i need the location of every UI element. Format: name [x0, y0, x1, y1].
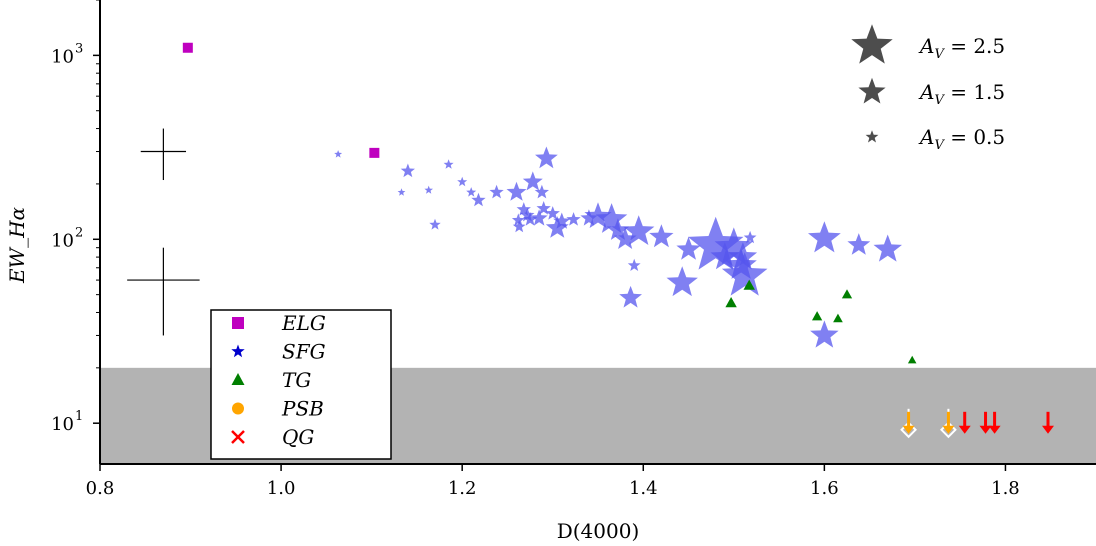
elg-point	[369, 147, 380, 158]
sfg-point	[535, 146, 558, 169]
x-tick-label: 1.0	[267, 478, 296, 499]
sfg-point	[810, 320, 839, 348]
data-layer	[182, 42, 1055, 439]
sfg-point	[545, 206, 560, 220]
sfg-point	[522, 171, 543, 191]
sfg-point	[424, 185, 433, 194]
sfg-point	[429, 218, 441, 230]
size-legend-label: AV = 2.5	[918, 34, 1005, 62]
sfg-point	[471, 192, 486, 207]
sfg-point	[523, 212, 538, 226]
sfg-point	[397, 188, 406, 196]
tg-point	[811, 311, 823, 321]
sfg-point	[520, 207, 535, 222]
x-tick-label: 1.8	[991, 478, 1020, 499]
sfg-point	[627, 258, 641, 271]
sfg-point	[873, 234, 902, 262]
sfg-point	[489, 184, 504, 199]
sfg-point	[512, 220, 526, 233]
sfg-point	[506, 181, 527, 201]
elg-point	[182, 42, 193, 53]
qg-upper-limit-arrow-head	[988, 425, 1001, 434]
sfg-point	[728, 242, 758, 270]
sfg-point	[443, 159, 454, 169]
sfg-point	[666, 266, 698, 297]
legend-marker-x	[231, 430, 245, 444]
sfg-point	[511, 213, 525, 226]
y-tick-exponent: 1	[75, 409, 83, 424]
qg-upper-limit-arrow-head	[1042, 425, 1055, 434]
legend-label: SFG	[282, 340, 326, 364]
psb-upper-limit-arrow-head	[942, 425, 955, 434]
psb-upper-limit-arrow-head	[902, 425, 915, 434]
marker-legend: ELG SFG TG PSB QG	[210, 309, 392, 460]
axes-frame	[99, 0, 1096, 465]
tg-point	[841, 289, 853, 299]
sfg-point	[606, 218, 630, 240]
qg-upper-limit-arrow-head	[958, 425, 971, 434]
y-tick-exponent: 2	[75, 225, 83, 240]
legend-label: PSB	[281, 397, 324, 421]
y-tick-label: 10	[51, 230, 74, 251]
x-tick-label: 1.4	[629, 478, 658, 499]
size-legend-star	[865, 130, 879, 143]
legend-label: ELG	[281, 311, 326, 335]
y-tick-exponent: 3	[75, 41, 83, 56]
legend-marker-circle	[232, 402, 244, 415]
sfg-point	[721, 252, 768, 296]
tg-point	[907, 355, 917, 364]
sfg-point	[580, 209, 598, 226]
tg-point	[725, 297, 737, 308]
qg-upper-limit-arrow-head	[979, 425, 992, 434]
sfg-point	[566, 212, 581, 226]
tg-point	[833, 313, 843, 323]
sfg-point	[516, 202, 531, 216]
sfg-point	[619, 285, 642, 308]
sfg-point	[687, 216, 744, 270]
size-legend-star	[851, 24, 893, 64]
x-axis-label: D(4000)	[557, 519, 640, 543]
sfg-point	[400, 163, 415, 178]
legend-marker-square	[232, 317, 244, 329]
y-tick-label: 10	[51, 414, 74, 435]
sfg-point	[457, 176, 468, 187]
sfg-point	[714, 227, 754, 265]
sfg-point	[676, 236, 701, 260]
sfg-point	[847, 233, 871, 255]
sfg-point	[530, 209, 548, 226]
legend-label: QG	[282, 425, 314, 449]
y-axis-label: EW_Hα	[5, 206, 29, 284]
sfg-point	[536, 201, 551, 215]
sfg-point	[466, 187, 477, 197]
sfg-point	[534, 184, 549, 199]
error-bar-layer	[127, 128, 200, 336]
size-legend-star	[858, 77, 886, 104]
x-tick-label: 0.8	[86, 478, 115, 499]
sfg-point	[553, 212, 571, 229]
size-legend-label: AV = 1.5	[918, 80, 1005, 108]
x-tick-label: 1.2	[448, 478, 477, 499]
size-legend: AV = 2.5 AV = 1.5 AV = 0.5	[851, 24, 1005, 153]
sfg-point	[743, 230, 757, 244]
size-legend-label: AV = 0.5	[918, 125, 1005, 153]
sfg-point	[649, 224, 674, 248]
sfg-point	[545, 216, 569, 238]
y-tick-label: 10	[51, 46, 74, 67]
legend-marker-triangle	[231, 373, 245, 385]
sfg-point	[623, 215, 655, 245]
sfg-point	[595, 203, 628, 233]
x-tick-label: 1.6	[810, 478, 839, 499]
legend-label: TG	[282, 368, 311, 392]
sfg-point	[613, 227, 637, 249]
legend-marker-star	[231, 344, 245, 358]
x-axis: 0.8 1.0 1.2 1.4 1.6 1.8	[86, 464, 1020, 499]
sfg-point	[808, 221, 841, 253]
sfg-point	[334, 150, 343, 158]
tg-point	[743, 279, 755, 290]
